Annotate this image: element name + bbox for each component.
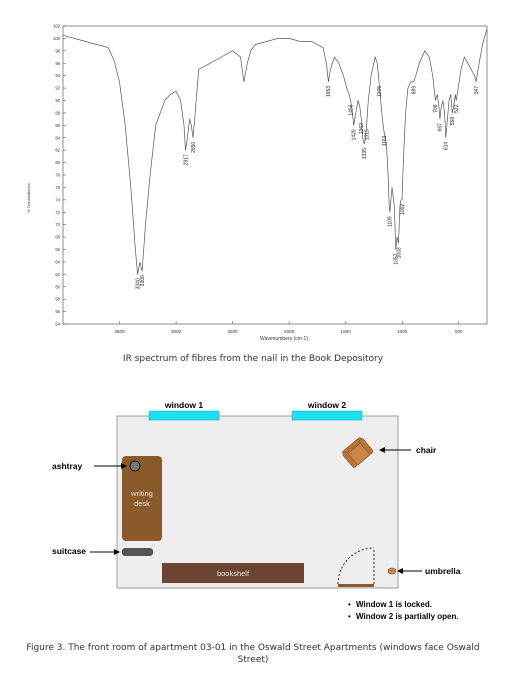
y-tick-label: 98	[55, 48, 60, 53]
peak-label: 2850	[191, 142, 197, 153]
peak-label: 899	[411, 86, 417, 95]
y-tick-label: 78	[55, 173, 60, 178]
floor-plan-svg: window 1 window 2 chair writing desk ash…	[52, 400, 461, 621]
y-tick-label: 86	[55, 123, 60, 128]
y-tick-label: 94	[55, 73, 60, 78]
x-tick-label: 500	[455, 329, 463, 334]
spectrum-caption: IR spectrum of fibres from the nail in t…	[122, 354, 384, 364]
window-2-label: window 2	[307, 400, 347, 410]
ashtray-label: ashtray	[52, 461, 83, 471]
chair-icon	[342, 437, 374, 468]
ashtray-icon	[129, 460, 141, 472]
y-tick-label: 102	[53, 24, 61, 29]
peak-label: 1002	[400, 204, 406, 215]
suitcase-label: suitcase	[52, 546, 86, 556]
y-tick-label: 54	[55, 322, 60, 327]
y-tick-label: 58	[55, 297, 60, 302]
y-tick-label: 84	[55, 135, 60, 140]
figure-caption: Figure 3. The front room of apartment 03…	[26, 643, 480, 665]
y-tick-label: 64	[55, 259, 60, 264]
x-axis-label: Wavenumbers (cm-1)	[260, 336, 308, 342]
x-tick-label: 2000	[284, 329, 295, 334]
peak-label: 3300	[140, 275, 146, 286]
peak-label: 1653	[326, 86, 332, 97]
peak-label: 3340	[135, 278, 141, 289]
y-tick-label: 90	[55, 98, 60, 103]
y-tick-label: 62	[55, 272, 60, 277]
writing-desk	[122, 456, 162, 541]
chair-label: chair	[416, 445, 437, 455]
floor-plan: window 1 window 2 chair writing desk ash…	[30, 378, 483, 628]
y-axis-label: % Transmittance	[26, 182, 31, 213]
y-ticks: 102 100 98 96 94 92 90 88 86 84 82 80 78 76 74 72 70 68 66…	[53, 24, 66, 327]
ir-spectrum-chart: 102 100 98 96 94 92 90 88 86 84 82 80 78 76 74 72 70 68 66…	[16, 18, 488, 343]
window-1-label: window 1	[164, 400, 204, 410]
note-bullet-2: •	[348, 612, 351, 621]
bookshelf	[162, 563, 304, 583]
peak-label: 1335	[362, 148, 368, 159]
desk-label-line2: desk	[134, 499, 150, 508]
y-tick-label: 82	[55, 148, 60, 153]
door-swing	[337, 547, 375, 585]
window-2	[291, 410, 363, 421]
suitcase-icon	[122, 548, 153, 556]
peak-label: 667	[438, 123, 444, 132]
y-tick-label: 74	[55, 197, 60, 202]
note-window-1: Window 1 is locked.	[356, 600, 432, 609]
umbrella-label: umbrella	[425, 566, 461, 576]
x-tick-label: 3500	[114, 329, 125, 334]
desk-label-line1: writing	[130, 489, 153, 498]
y-tick-label: 72	[55, 210, 60, 215]
peak-label: 1456	[348, 104, 354, 115]
peak-label: 706	[433, 104, 439, 113]
peak-label: 522	[454, 104, 460, 113]
peak-label: 1315	[364, 129, 370, 140]
spectrum-svg: 102 100 98 96 94 92 90 88 86 84 82 80 78 76 74 72 70 68 66…	[26, 24, 488, 342]
peak-label: 1109	[388, 216, 394, 227]
peak-label: 1161	[382, 135, 388, 146]
peak-label: 614	[444, 142, 450, 151]
y-tick-label: 56	[55, 309, 60, 314]
door	[338, 584, 374, 587]
note-bullet-1: •	[348, 600, 351, 609]
y-tick-label: 88	[55, 110, 60, 115]
peak-label: 2917	[183, 154, 189, 165]
peak-label: 558	[450, 117, 456, 126]
x-tick-label: 1500	[341, 329, 352, 334]
peak-label: 347	[474, 86, 480, 95]
y-tick-label: 66	[55, 247, 60, 252]
plot-frame	[62, 25, 488, 325]
peak-label: 1205	[377, 86, 383, 97]
peak-label: 1429	[352, 129, 358, 140]
y-tick-label: 68	[55, 235, 60, 240]
window-1	[148, 410, 220, 421]
y-tick-label: 92	[55, 86, 60, 91]
note-window-2: Window 2 is partially open.	[356, 612, 459, 621]
x-ticks: 3500 3000 2500 2000 1500 1000 500	[114, 321, 463, 334]
x-tick-label: 3000	[171, 329, 182, 334]
y-tick-label: 60	[55, 284, 60, 289]
x-tick-label: 1000	[397, 329, 408, 334]
y-tick-label: 76	[55, 185, 60, 190]
peak-label: 1057	[394, 253, 400, 264]
peak-label: 1362	[359, 123, 365, 134]
y-tick-label: 100	[53, 36, 61, 41]
spectrum-line	[62, 28, 488, 275]
y-tick-label: 96	[55, 61, 60, 66]
x-tick-label: 2500	[227, 329, 238, 334]
y-tick-label: 80	[55, 160, 60, 165]
peak-label: 1033	[396, 247, 402, 258]
bookshelf-label: bookshelf	[217, 569, 250, 578]
umbrella-icon	[387, 567, 397, 575]
y-tick-label: 70	[55, 222, 60, 227]
